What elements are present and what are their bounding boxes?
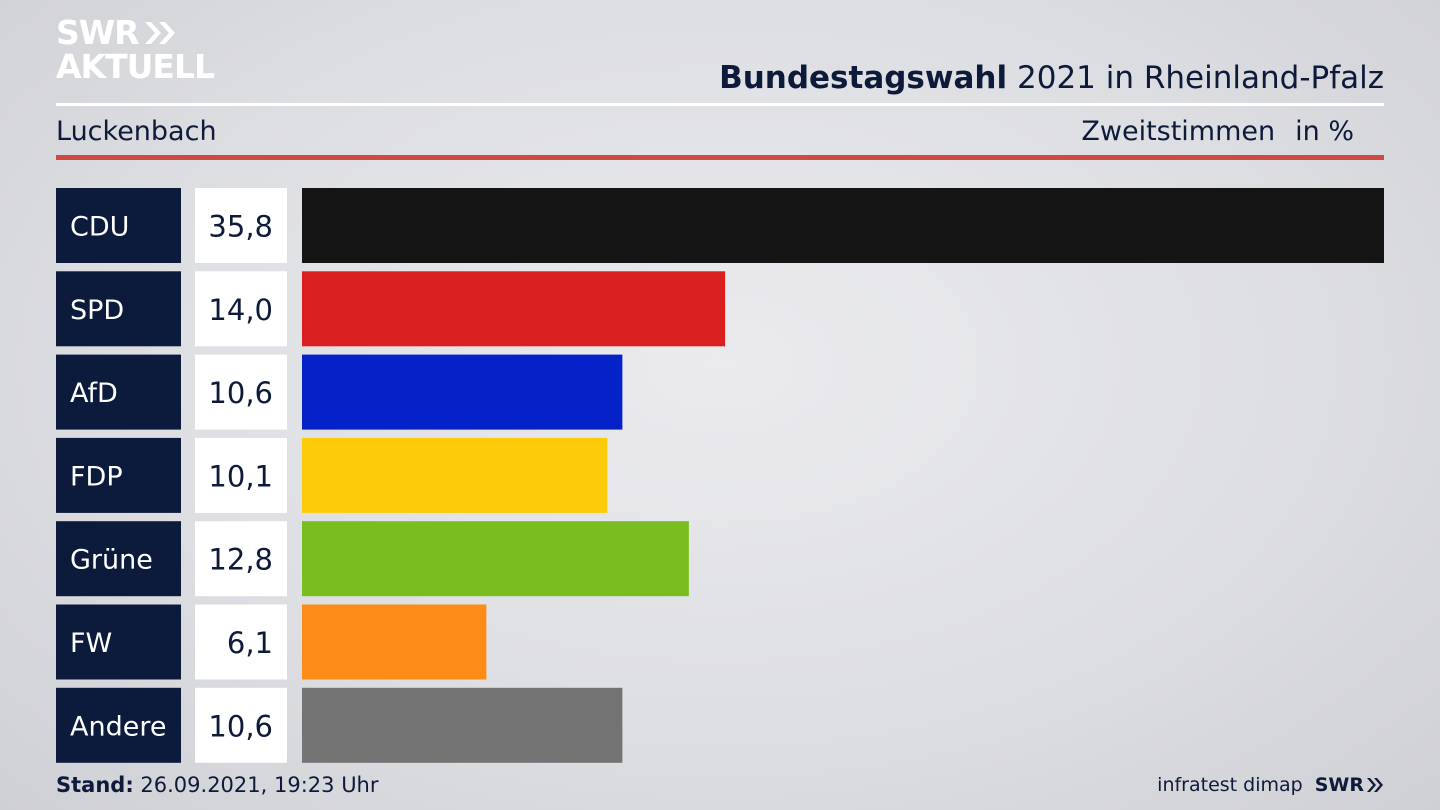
bar-gr-ne <box>302 521 689 597</box>
party-label: CDU <box>70 212 129 243</box>
party-label: AfD <box>70 378 118 409</box>
bar-row-andere: Andere 10,6 <box>56 687 623 763</box>
party-label-box <box>56 437 181 513</box>
chart-title: Bundestagswahl 2021 in Rheinland-Pfalz <box>719 58 1384 98</box>
bar-afd <box>302 354 623 430</box>
bar-row-spd: SPD 14,0 <box>56 271 726 347</box>
party-label-box <box>56 521 181 597</box>
party-label: Andere <box>70 711 166 742</box>
title-rest: 2021 in Rheinland-Pfalz <box>1017 60 1384 96</box>
header-divider <box>56 103 1384 106</box>
party-label-box <box>56 188 181 263</box>
data-label: 10,6 <box>208 709 273 743</box>
source-name: infratest dimap <box>1157 774 1303 796</box>
region-name: Luckenbach <box>56 116 217 147</box>
bar-row-gr-ne: Grüne 12,8 <box>56 521 689 597</box>
data-label: 35,8 <box>208 210 273 244</box>
party-label: SPD <box>70 295 124 326</box>
swr-footer-text: SWR <box>1314 774 1364 796</box>
chevrons-icon <box>1367 778 1383 792</box>
logo-swr-text: SWR <box>56 13 140 52</box>
party-label-box <box>56 271 181 347</box>
data-label: 6,1 <box>227 626 273 660</box>
bar-andere <box>302 687 623 763</box>
data-label: 12,8 <box>208 543 273 577</box>
bar-row-afd: AfD 10,6 <box>56 354 623 430</box>
party-label-box <box>56 354 181 430</box>
party-label: FW <box>70 628 112 659</box>
bar-fdp <box>302 437 608 513</box>
measure-label: Zweitstimmen <box>1081 116 1276 147</box>
timestamp-label: Stand: <box>56 773 134 797</box>
timestamp-value: 26.09.2021, 19:23 Uhr <box>140 773 379 797</box>
value-label-box <box>195 271 287 347</box>
bar-cdu <box>302 188 1384 263</box>
bar-row-fw: FW 6,1 <box>56 604 487 680</box>
unit-label: in % <box>1295 116 1354 147</box>
party-label: Grüne <box>70 545 153 576</box>
value-label-box <box>195 188 287 263</box>
logo-aktuell-text: AKTUELL <box>56 47 215 86</box>
value-label-box <box>195 604 287 680</box>
swr-footer-logo: SWR <box>1315 770 1384 800</box>
logo-chevrons-icon <box>144 22 175 44</box>
party-label-box <box>56 604 181 680</box>
party-label: FDP <box>70 461 123 492</box>
accent-divider <box>56 155 1384 160</box>
measure-unit: Zweitstimmen in % <box>1081 114 1354 150</box>
bar-spd <box>302 271 726 347</box>
bar-fw <box>302 604 487 680</box>
timestamp: Stand: 26.09.2021, 19:23 Uhr <box>56 770 379 800</box>
value-label-box <box>195 521 287 597</box>
value-label-box <box>195 354 287 430</box>
data-label: 10,1 <box>208 459 273 493</box>
value-label-box <box>195 437 287 513</box>
value-label-box <box>195 687 287 763</box>
data-label: 14,0 <box>208 293 273 327</box>
party-label-box <box>56 687 181 763</box>
bar-row-cdu: CDU 35,8 <box>56 188 1384 263</box>
swr-aktuell-logo: SWR AKTUELL <box>56 13 215 86</box>
source-credit: infratest dimap SWR <box>1157 770 1384 800</box>
data-label: 10,6 <box>208 376 273 410</box>
bar-row-fdp: FDP 10,1 <box>56 437 608 513</box>
title-bold: Bundestagswahl <box>719 60 1008 96</box>
